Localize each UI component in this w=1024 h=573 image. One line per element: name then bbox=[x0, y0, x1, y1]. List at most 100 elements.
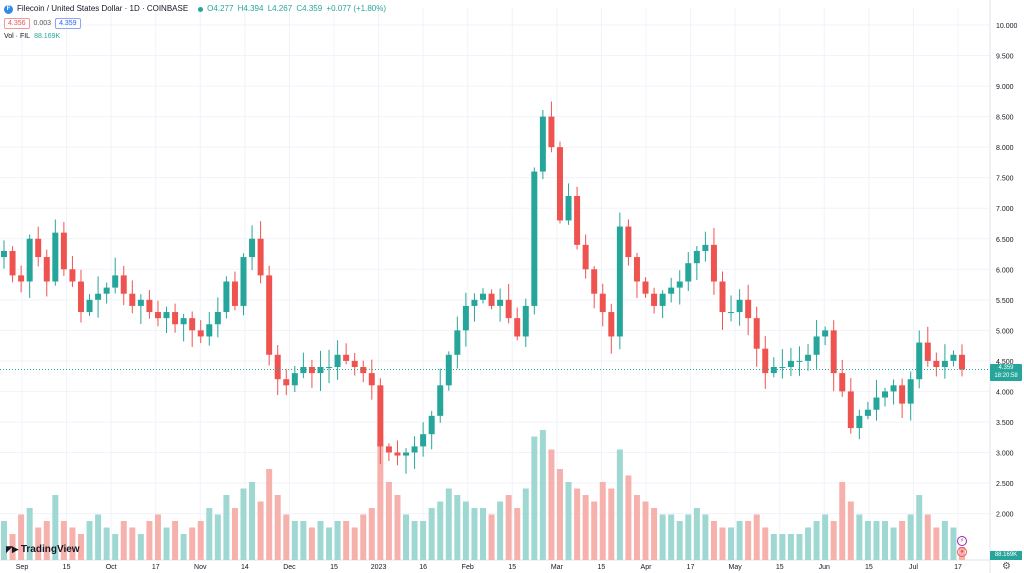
candle-body bbox=[308, 367, 315, 374]
volume-bar bbox=[633, 495, 640, 560]
candle-body bbox=[223, 281, 230, 313]
candle-body bbox=[368, 373, 375, 386]
x-tick-label: 17 bbox=[152, 564, 160, 571]
volume-bar bbox=[403, 514, 410, 560]
volume-bar bbox=[394, 495, 401, 560]
low-value: L4.267 bbox=[267, 4, 293, 13]
volume-bar bbox=[736, 521, 743, 560]
volume-bar bbox=[308, 527, 315, 560]
candle-body bbox=[642, 281, 649, 294]
filecoin-icon: F bbox=[4, 4, 13, 14]
candle-body bbox=[805, 354, 812, 361]
volume-bar bbox=[582, 495, 589, 560]
candle-body bbox=[633, 257, 640, 282]
volume-bar bbox=[120, 521, 127, 560]
x-tick-label: Oct bbox=[106, 564, 117, 571]
candle-body bbox=[411, 446, 418, 453]
ohlc-values: O4.277 H4.394 L4.267 C4.359 +0.077 (+1.8… bbox=[207, 4, 388, 14]
y-tick-label: 8.000 bbox=[996, 145, 1014, 152]
market-open-dot-icon bbox=[198, 6, 204, 12]
x-tick-label: 15 bbox=[63, 564, 71, 571]
candle-body bbox=[385, 446, 392, 453]
volume-bar bbox=[924, 514, 931, 560]
volume-bar bbox=[231, 508, 238, 560]
volume-bar bbox=[437, 501, 444, 560]
y-tick-label: 5.500 bbox=[996, 298, 1014, 305]
volume-bar bbox=[377, 443, 384, 560]
volume-bar bbox=[941, 521, 948, 560]
volume-bar bbox=[197, 521, 204, 560]
symbol-header[interactable]: F Filecoin / United States Dollar · 1D ·… bbox=[4, 4, 388, 14]
candle-body bbox=[599, 293, 606, 313]
candle-body bbox=[787, 360, 794, 367]
volume-bar bbox=[18, 514, 25, 560]
y-tick-label: 5.000 bbox=[996, 328, 1014, 335]
lightning-icon[interactable]: ⚡ bbox=[957, 536, 967, 546]
volume-bar bbox=[334, 521, 341, 560]
candle-body bbox=[120, 275, 127, 294]
candle-body bbox=[531, 171, 538, 306]
y-tick-label: 3.500 bbox=[996, 420, 1014, 427]
volume-bar bbox=[796, 534, 803, 560]
volume-bar bbox=[411, 521, 418, 560]
candle-body bbox=[300, 367, 307, 374]
candle-body bbox=[488, 293, 495, 306]
y-tick-label: 6.000 bbox=[996, 267, 1014, 274]
candle-body bbox=[608, 312, 615, 337]
candle-body bbox=[556, 147, 563, 221]
y-tick-label: 2.500 bbox=[996, 481, 1014, 488]
candle-body bbox=[565, 196, 572, 221]
volume-bar bbox=[659, 514, 666, 560]
candle-body bbox=[240, 257, 247, 306]
volume-bar bbox=[770, 534, 777, 560]
candle-body bbox=[172, 312, 179, 325]
volume-bar bbox=[616, 449, 623, 560]
candle-body bbox=[428, 415, 435, 435]
candle-body bbox=[813, 336, 820, 355]
candle-body bbox=[154, 312, 161, 319]
volume-bar bbox=[95, 514, 102, 560]
candle-body bbox=[326, 367, 333, 368]
candle-body bbox=[291, 373, 298, 386]
candle-body bbox=[180, 318, 187, 325]
candle-body bbox=[916, 342, 923, 380]
tradingview-logo[interactable]: ◤▶ TradingView bbox=[6, 544, 80, 555]
x-tick-label: Dec bbox=[283, 564, 296, 571]
volume-bar bbox=[428, 508, 435, 560]
volume-bar bbox=[950, 527, 957, 560]
sell-button[interactable]: 4.356 bbox=[4, 18, 30, 29]
volume-bar bbox=[505, 495, 512, 560]
volume-bar bbox=[728, 527, 735, 560]
volume-bar bbox=[257, 501, 264, 560]
volume-bar bbox=[163, 527, 170, 560]
last-price-tag: 4.359 18:20:58 bbox=[990, 363, 1022, 381]
volume-bar bbox=[625, 475, 632, 560]
candle-body bbox=[745, 299, 752, 319]
candle-body bbox=[728, 312, 735, 314]
volume-bar bbox=[266, 469, 273, 560]
volume-bar bbox=[223, 495, 230, 560]
volume-bar bbox=[830, 521, 837, 560]
candle-body bbox=[35, 238, 42, 258]
volume-bar bbox=[591, 501, 598, 560]
y-tick-label: 8.500 bbox=[996, 115, 1014, 122]
event-flag-icon[interactable]: ● bbox=[957, 547, 967, 557]
candle-body bbox=[1, 250, 7, 258]
volume-bar bbox=[839, 482, 846, 560]
volume-legend[interactable]: Vol · FIL 88.169K bbox=[4, 33, 60, 40]
x-tick-label: Sep bbox=[16, 564, 29, 571]
volume-bar bbox=[274, 495, 281, 560]
volume-bar bbox=[112, 534, 119, 560]
volume-bar bbox=[172, 521, 179, 560]
candle-body bbox=[129, 293, 136, 306]
symbol-title[interactable]: Filecoin / United States Dollar · 1D · C… bbox=[17, 4, 189, 13]
volume-bar bbox=[35, 527, 42, 560]
buy-button[interactable]: 4.359 bbox=[55, 18, 81, 29]
volume-bar bbox=[779, 534, 786, 560]
gear-icon[interactable]: ⚙ bbox=[1002, 561, 1011, 572]
volume-bar bbox=[462, 501, 469, 560]
volume-bar bbox=[189, 527, 196, 560]
candle-body bbox=[514, 318, 521, 337]
volume-bar bbox=[385, 482, 392, 560]
